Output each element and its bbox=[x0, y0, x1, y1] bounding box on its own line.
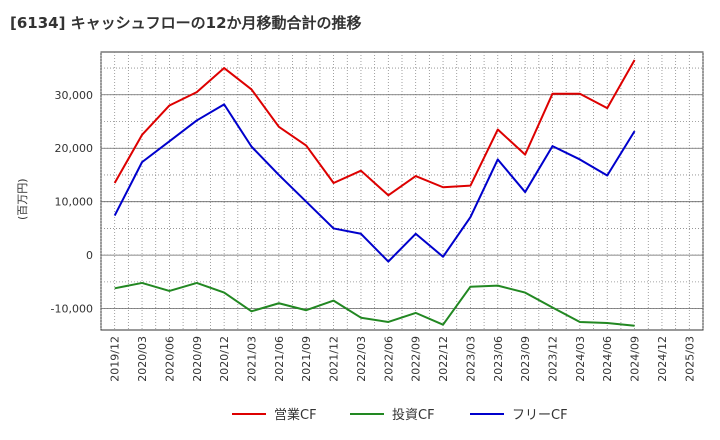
x-tick-label: 2023/12 bbox=[547, 336, 560, 382]
x-tick-label: 2024/12 bbox=[656, 336, 669, 382]
legend: 営業CF 投資CF フリーCF bbox=[232, 407, 568, 423]
y-axis-ticks: -10,000 0 10,000 20,000 30,000 bbox=[51, 89, 93, 316]
x-tick-label: 2024/06 bbox=[601, 336, 614, 382]
x-tick-label: 2020/12 bbox=[218, 336, 231, 382]
x-tick-label: 2021/12 bbox=[328, 336, 341, 382]
series-lines bbox=[113, 59, 636, 327]
x-tick-label: 2024/03 bbox=[574, 336, 587, 382]
series-line bbox=[113, 103, 636, 263]
x-tick-label: 2022/06 bbox=[382, 336, 395, 382]
x-tick-label: 2020/06 bbox=[163, 336, 176, 382]
y-tick-label: -10,000 bbox=[51, 303, 93, 316]
x-tick-label: 2023/03 bbox=[464, 336, 477, 382]
x-tick-label: 2019/12 bbox=[109, 336, 122, 382]
x-tick-label: 2024/09 bbox=[629, 336, 642, 382]
y-tick-label: 10,000 bbox=[55, 196, 94, 209]
legend-label: 投資CF bbox=[392, 407, 435, 423]
series-line bbox=[114, 281, 635, 327]
x-tick-label: 2021/09 bbox=[300, 336, 313, 382]
legend-label: フリーCF bbox=[512, 408, 568, 423]
y-tick-label: 0 bbox=[86, 249, 93, 262]
chart-title: [6134] キャッシュフローの12か月移動合計の推移 bbox=[10, 14, 362, 32]
y-tick-label: 20,000 bbox=[55, 142, 94, 155]
x-tick-label: 2025/03 bbox=[683, 336, 696, 382]
x-tick-label: 2021/03 bbox=[246, 336, 259, 382]
x-tick-label: 2021/06 bbox=[273, 336, 286, 382]
x-tick-label: 2022/03 bbox=[355, 336, 368, 382]
x-tick-label: 2022/12 bbox=[437, 336, 450, 382]
x-tick-label: 2023/06 bbox=[492, 336, 505, 382]
y-tick-label: 30,000 bbox=[55, 89, 94, 102]
x-axis-ticks: 2019/12 2020/03 2020/06 2020/09 2020/12 2021/… bbox=[109, 336, 697, 382]
x-tick-label: 2022/09 bbox=[410, 336, 423, 382]
x-tick-label: 2023/09 bbox=[519, 336, 532, 382]
legend-label: 営業CF bbox=[274, 407, 317, 423]
series-line bbox=[113, 59, 636, 197]
x-tick-label: 2020/09 bbox=[191, 336, 204, 382]
x-tick-label: 2020/03 bbox=[136, 336, 149, 382]
